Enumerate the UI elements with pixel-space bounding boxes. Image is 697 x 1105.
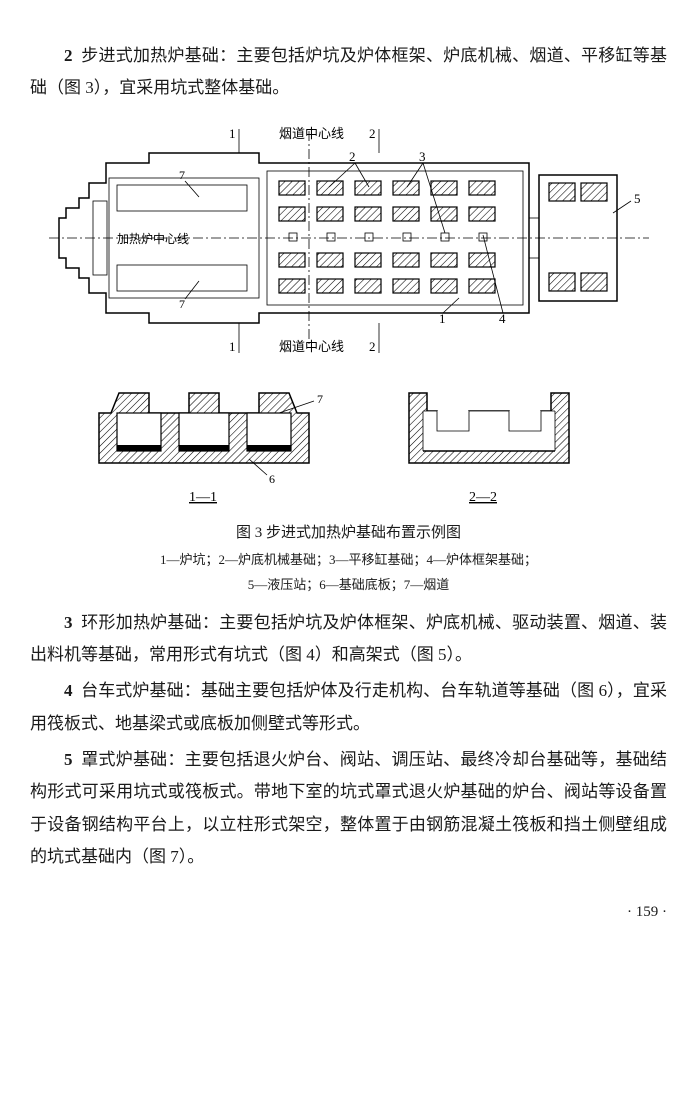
page-number: · 159 · xyxy=(30,898,667,927)
figure-3-sections: 7 6 1—1 2—2 xyxy=(69,373,629,513)
figure-3-legend-2: 5—液压站；6—基础底板；7—烟道 xyxy=(30,573,667,596)
plan-callout-1: 1 xyxy=(439,311,446,326)
plan-callout-2: 2 xyxy=(349,149,356,164)
section-2-2-label: 2—2 xyxy=(469,490,497,505)
plan-callout-3: 3 xyxy=(419,149,426,164)
section-1-1-label: 1—1 xyxy=(189,490,217,505)
plan-bot-mark-1: 1 xyxy=(229,339,236,354)
sec11-callout-6: 6 xyxy=(269,472,275,486)
para-3-text: 环形加热炉基础：主要包括炉坑及炉体框架、炉底机械、驱动装置、烟道、装出料机等基础… xyxy=(30,613,667,664)
plan-callout-7b: 7 xyxy=(179,297,185,311)
plan-top-yandao: 烟道中心线 xyxy=(279,126,344,141)
figure-3-caption: 图 3 步进式加热炉基础布置示例图 xyxy=(30,521,667,547)
plan-bot-yandao: 烟道中心线 xyxy=(279,339,344,354)
para-5-text: 罩式炉基础：主要包括退火炉台、阀站、调压站、最终冷却台基础等，基础结构形式可采用… xyxy=(30,750,667,866)
plan-bot-mark-2: 2 xyxy=(369,339,376,354)
plan-top-mark-1: 1 xyxy=(229,126,236,141)
plan-center-label: 加热炉中心线 xyxy=(117,231,189,246)
plan-top-mark-2: 2 xyxy=(369,126,376,141)
plan-callout-5: 5 xyxy=(634,191,641,206)
figure-3-legend-1: 1—炉坑；2—炉底机械基础；3—平移缸基础；4—炉体框架基础； xyxy=(30,548,667,571)
figure-3: 1 烟道中心线 2 7 7 加热炉中心线 xyxy=(30,123,667,597)
para-5-number: 5 xyxy=(64,750,73,769)
para-2-text: 步进式加热炉基础：主要包括炉坑及炉体框架、炉底机械、烟道、平移缸等基础（图 3）… xyxy=(30,46,667,97)
para-3-number: 3 xyxy=(64,613,73,632)
sec11-callout-7: 7 xyxy=(317,392,323,406)
plan-callout-4: 4 xyxy=(499,311,506,326)
figure-3-plan-view: 1 烟道中心线 2 7 7 加热炉中心线 xyxy=(39,123,659,373)
para-4-number: 4 xyxy=(64,681,73,700)
para-4-text: 台车式炉基础：基础主要包括炉体及行走机构、台车轨道等基础（图 6），宜采用筏板式… xyxy=(30,681,667,732)
plan-callout-7a: 7 xyxy=(179,168,185,182)
para-2-number: 2 xyxy=(64,46,73,65)
